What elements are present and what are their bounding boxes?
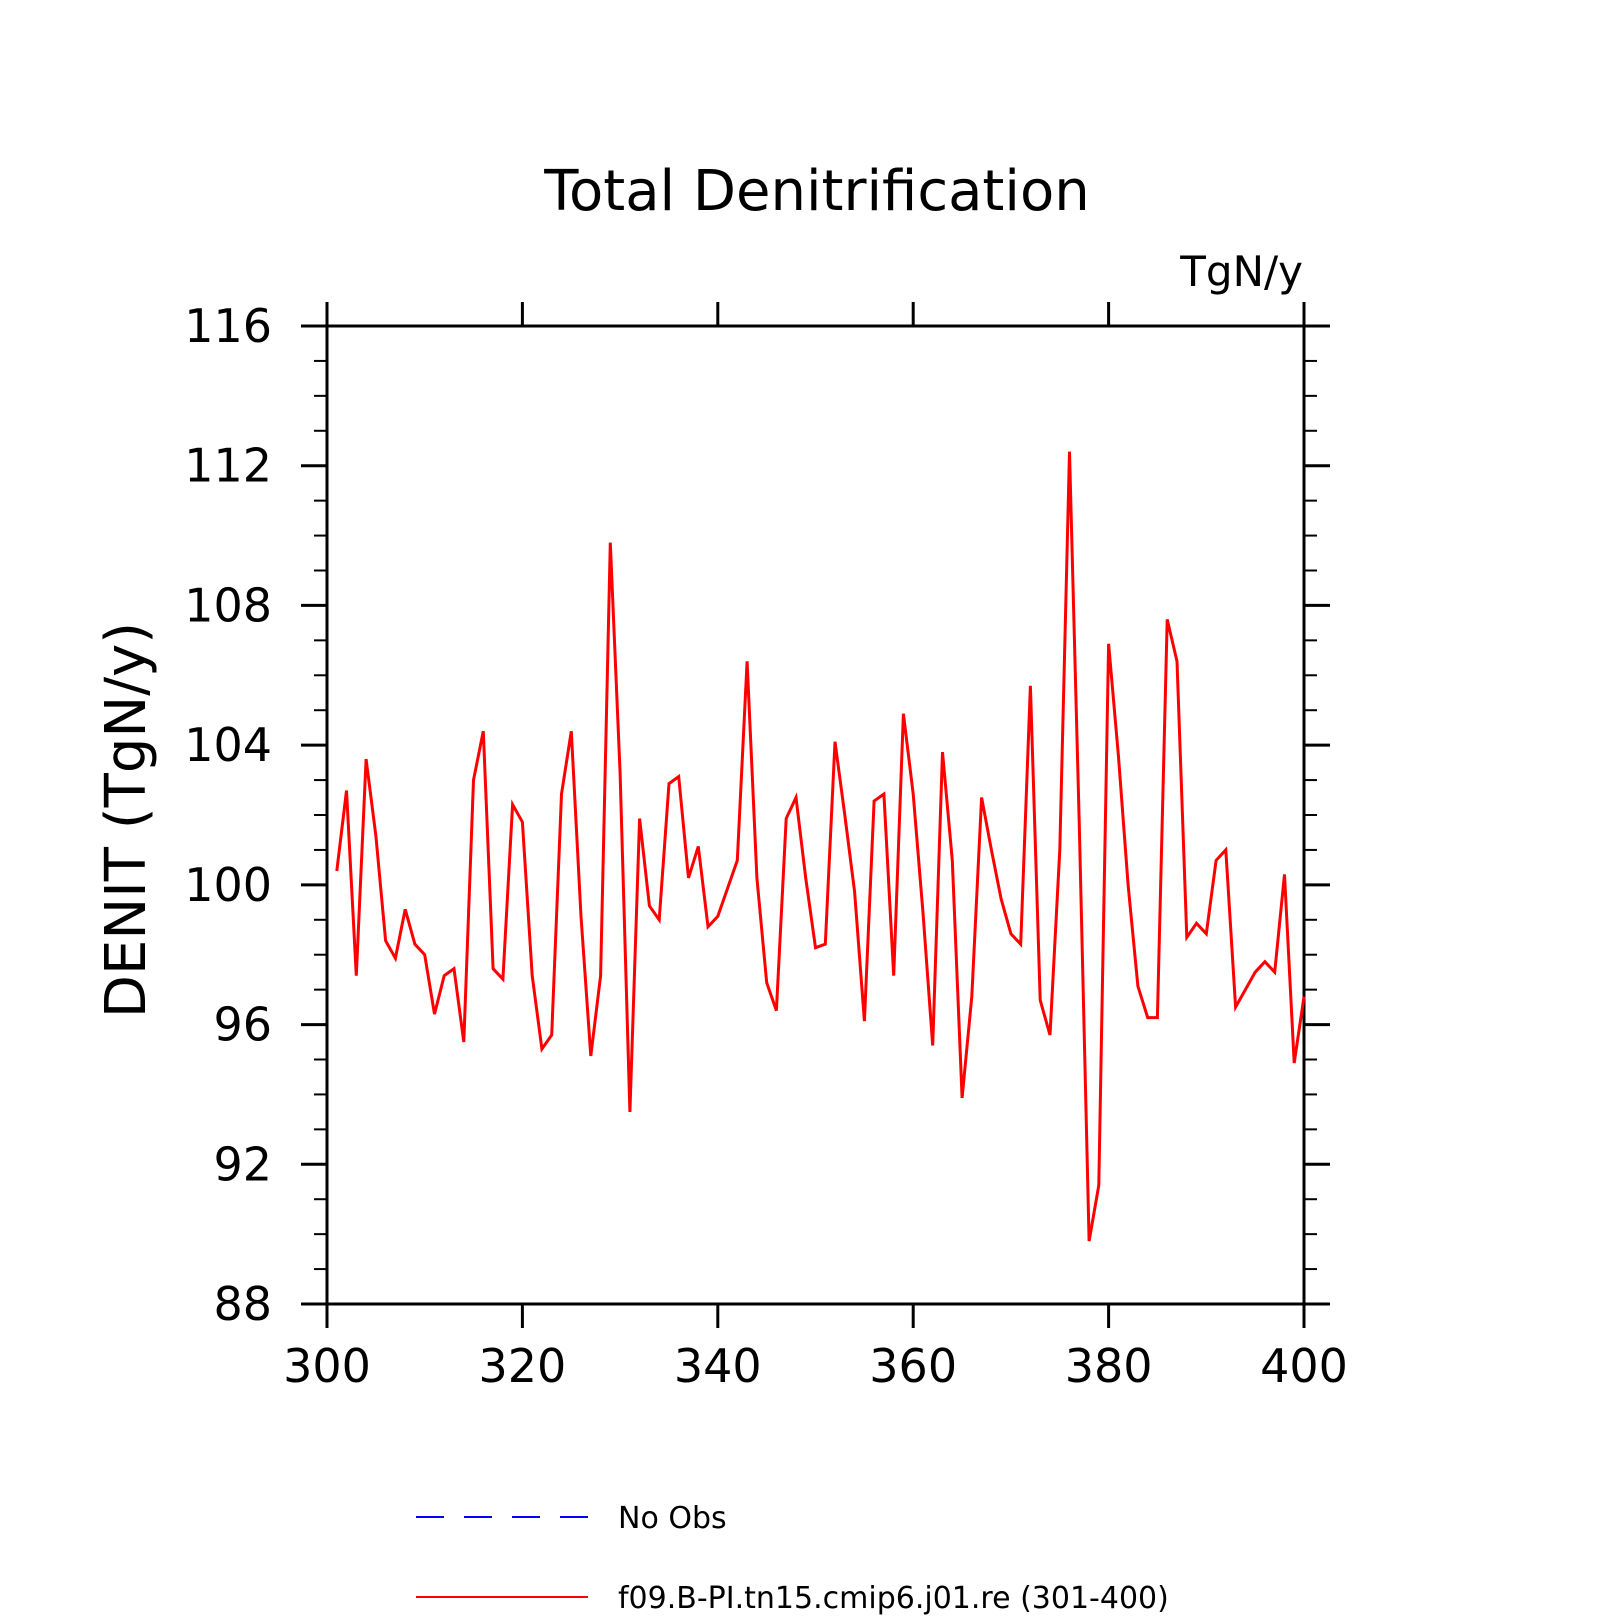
x-tick-label: 360 <box>869 1339 957 1393</box>
units-label: TgN/y <box>1179 247 1303 296</box>
y-tick-label: 112 <box>184 439 272 493</box>
y-tick-label: 104 <box>184 718 272 772</box>
plot-area: 300 320 340 360 380 400 88 92 96 100 104 108 112 116 <box>184 299 1348 1393</box>
y-tick-label: 92 <box>213 1137 272 1191</box>
x-tick-label: 320 <box>478 1339 566 1393</box>
x-tick-label: 380 <box>1065 1339 1153 1393</box>
y-tick-label: 96 <box>213 998 272 1052</box>
y-tick-label: 100 <box>184 858 272 912</box>
chart-title: Total Denitrification <box>543 159 1089 224</box>
legend-label-no-obs: No Obs <box>618 1501 727 1536</box>
y-tick-label: 116 <box>184 299 272 353</box>
x-tick-label: 300 <box>283 1339 371 1393</box>
legend: No Obs f09.B-PI.tn15.cmip6.j01.re (301-4… <box>416 1501 1169 1616</box>
series-line-1 <box>335 451 1306 1242</box>
legend-label-model-run: f09.B-PI.tn15.cmip6.j01.re (301-400) <box>618 1581 1169 1616</box>
y-axis-label: DENIT (TgN/y) <box>94 622 159 1018</box>
y-tick-label: 88 <box>213 1277 272 1331</box>
x-tick-label: 400 <box>1260 1339 1348 1393</box>
y-tick-label: 108 <box>184 578 272 632</box>
x-tick-label: 340 <box>674 1339 762 1393</box>
